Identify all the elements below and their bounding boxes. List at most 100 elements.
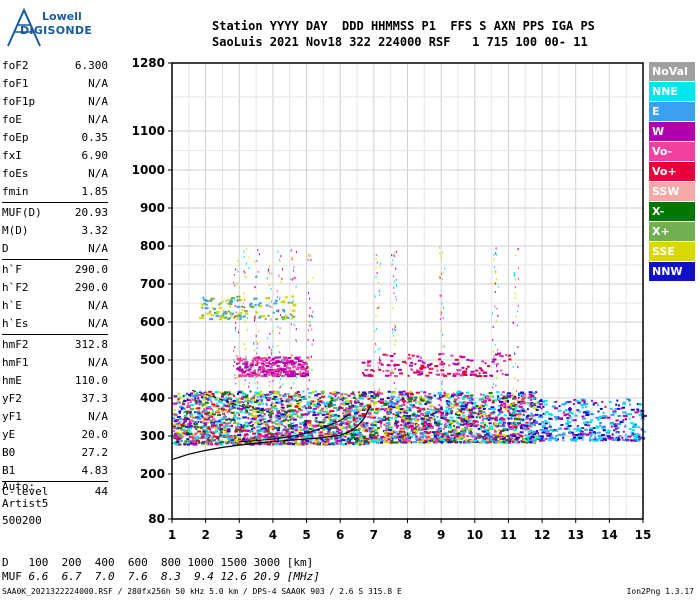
echo-point [470,439,473,442]
echo-point [234,315,239,318]
echo-point [447,441,452,444]
echo-point [292,372,295,375]
echo-point [339,398,343,401]
echo-point [379,422,382,425]
echo-point [273,436,276,439]
echo-point [471,401,475,404]
echo-point [253,417,257,420]
echo-point [516,422,521,425]
echo-point [244,364,248,367]
echo-point [192,416,194,419]
echo-point [601,400,604,403]
echo-point [445,406,449,409]
echo-point [525,417,529,420]
muf-values: 6.6 6.7 7.0 7.6 8.3 9.4 12.6 20.9 [MHz] [28,570,320,583]
echo-point [276,419,280,422]
echo-point [280,403,284,406]
echo-point [305,413,309,416]
echo-point [294,441,298,444]
echo-point [253,426,255,429]
echo-point [442,345,444,348]
echo-point [377,306,379,309]
echo-point [339,442,342,445]
echo-point [181,407,184,410]
echo-point [243,270,245,273]
echo-point [463,405,468,408]
echo-point [525,421,529,424]
echo-point [405,392,408,395]
echo-point [277,345,278,347]
echo-point [562,439,565,442]
echo-point [292,428,294,431]
echo-point [362,435,366,438]
echo-point [567,424,572,427]
echo-point [273,402,276,405]
echo-point [204,443,207,446]
echo-point [539,403,544,406]
echo-point [328,402,333,405]
echo-point [351,431,356,433]
echo-point [448,397,451,400]
echo-point [548,413,552,416]
echo-point [259,419,262,422]
echo-point [195,400,200,403]
echo-point [341,399,344,402]
echo-point [267,356,271,359]
echo-point [296,415,299,418]
echo-point [257,270,259,273]
echo-point [360,397,364,400]
echo-point [278,422,283,424]
echo-point [396,411,400,414]
echo-point [378,388,380,391]
echo-point [407,432,412,435]
echo-point [246,411,249,414]
plot-grid [172,63,643,519]
echo-point [347,430,351,433]
echo-point [309,315,311,318]
echo-point [488,425,493,428]
echo-point [401,434,405,437]
echo-point [287,431,292,434]
echo-point [197,397,200,399]
echo-point [424,421,427,423]
echo-point [609,407,613,410]
echo-point [404,441,407,444]
echo-point [485,435,489,438]
echo-point [357,429,360,431]
echo-point [314,390,317,393]
echo-point [238,315,243,318]
echo-point [407,421,410,424]
param-name: foF1p [2,95,36,108]
echo-point [212,418,216,421]
echo-point [202,396,205,399]
echo-point [209,398,212,401]
echo-point [482,426,486,429]
echo-point [375,258,377,260]
echo-point [633,435,636,438]
echo-point [429,431,432,434]
echo-point [281,409,285,412]
param-value: 290.0 [74,263,108,276]
echo-point [234,361,236,363]
echo-point [544,427,549,430]
echo-point [230,315,233,318]
echo-point [340,427,343,430]
echo-point [295,437,299,440]
echo-point [387,390,391,393]
echo-point [306,434,311,436]
echo-point [288,416,291,418]
echo-point [275,414,279,417]
echo-point [242,429,246,432]
echo-point [194,433,197,436]
echo-point [615,419,619,422]
echo-point [188,440,193,443]
echo-point [368,392,371,395]
echo-point [293,399,297,402]
echo-point [581,438,584,441]
echo-point [198,394,203,396]
echo-point [388,396,392,399]
echo-point [426,438,431,441]
echo-point [275,426,280,429]
echo-point [460,431,464,434]
echo-point [528,404,531,407]
